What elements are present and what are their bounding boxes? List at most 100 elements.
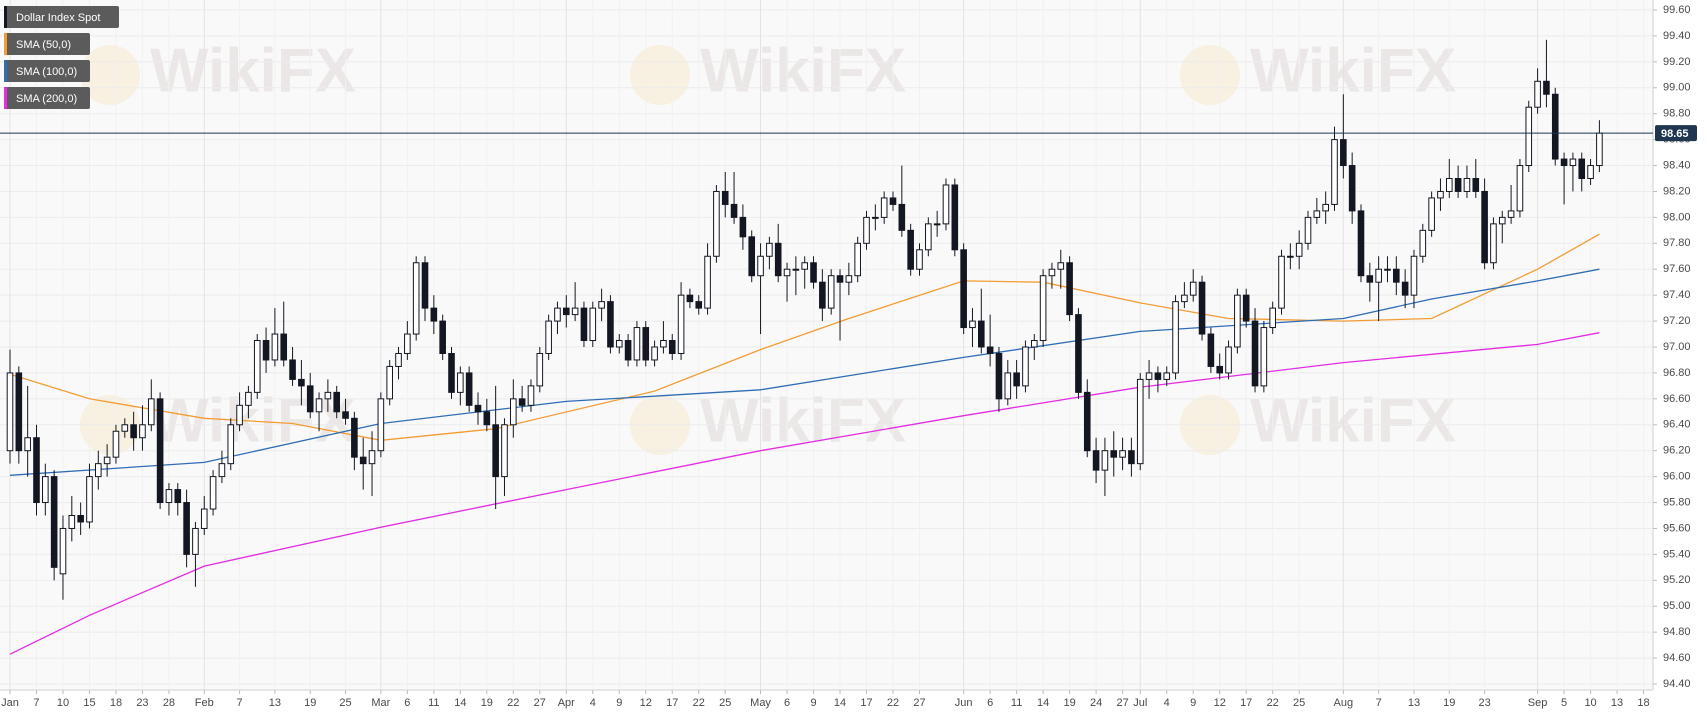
- y-tick-label: 98.20: [1663, 185, 1691, 197]
- candle-body: [351, 417, 358, 458]
- candle-body: [1445, 178, 1453, 192]
- candle-body: [1560, 158, 1568, 167]
- candle-body: [430, 307, 438, 322]
- candle-body: [50, 476, 58, 568]
- candle-body: [1534, 80, 1541, 108]
- candle-body: [412, 262, 420, 335]
- x-tick-label: 28: [163, 697, 175, 709]
- candle-body: [969, 320, 976, 329]
- candle-body: [536, 352, 544, 387]
- candle-body: [598, 301, 605, 309]
- y-tick-label: 95.60: [1663, 522, 1691, 534]
- candle-body: [1348, 165, 1356, 212]
- candle-body: [933, 223, 941, 226]
- x-tick-label: 18: [1637, 697, 1649, 709]
- y-tick-label: 96.60: [1663, 393, 1691, 405]
- x-tick-label: 6: [404, 697, 410, 709]
- candle-body: [1198, 281, 1206, 335]
- candle-body: [342, 411, 349, 419]
- y-tick-label: 98.40: [1663, 159, 1691, 171]
- candle-body: [571, 307, 579, 316]
- x-tick-label: 10: [1584, 697, 1596, 709]
- candle-body: [1410, 255, 1418, 296]
- x-tick-label: 22: [887, 697, 899, 709]
- candle-body: [819, 281, 826, 309]
- watermark-logo: [80, 45, 140, 105]
- candle-body: [1384, 268, 1391, 271]
- watermark: WikiFX: [1250, 36, 1456, 105]
- candle-body: [1119, 450, 1126, 458]
- x-tick-label: 15: [83, 697, 95, 709]
- candle-body: [33, 437, 40, 504]
- x-tick-label: 6: [784, 697, 790, 709]
- x-tick-label: 18: [110, 697, 122, 709]
- y-tick-label: 95.80: [1663, 496, 1691, 508]
- candle-body: [1128, 450, 1135, 465]
- legend-label: SMA (200,0): [16, 93, 77, 105]
- legend-swatch: [4, 87, 7, 109]
- candle-body: [192, 527, 199, 555]
- candle-body: [1393, 268, 1400, 283]
- candle-body: [298, 378, 305, 387]
- candle-body: [236, 404, 243, 426]
- candle-body: [1260, 327, 1268, 387]
- y-tick-label: 95.20: [1663, 574, 1691, 586]
- y-tick-label: 98.00: [1663, 211, 1691, 223]
- candle-body: [1419, 229, 1427, 257]
- candle-body: [1375, 268, 1382, 283]
- x-tick-label: 13: [1408, 697, 1420, 709]
- watermark: WikiFX: [1250, 386, 1456, 455]
- x-tick-label: 14: [834, 697, 846, 709]
- legend-box: [4, 6, 119, 28]
- x-tick-label: Feb: [195, 697, 214, 709]
- candle-body: [1216, 365, 1224, 374]
- candle-body: [306, 385, 314, 413]
- candle-body: [704, 255, 711, 309]
- x-tick-label: May: [750, 697, 771, 709]
- x-tick-label: 19: [1063, 697, 1075, 709]
- x-tick-label: 22: [1267, 697, 1279, 709]
- candle-body: [686, 294, 694, 303]
- y-tick-label: 99.00: [1663, 82, 1691, 94]
- x-tick-label: 4: [590, 697, 596, 709]
- candle-body: [827, 275, 835, 309]
- candle-body: [1207, 333, 1215, 367]
- candle-body: [1242, 294, 1250, 322]
- candle-body: [1569, 158, 1577, 167]
- candle-body: [960, 249, 967, 329]
- candle-body: [1463, 178, 1471, 192]
- candle-body: [165, 489, 173, 504]
- candle-body: [925, 223, 932, 251]
- x-tick-label: 12: [1214, 697, 1226, 709]
- candle-body: [1145, 372, 1153, 380]
- candle-body: [271, 333, 279, 361]
- legend: Dollar Index Spot SMA (50,0) SMA (100,0) SM…: [4, 6, 119, 109]
- candle-body: [730, 203, 738, 218]
- candle-body: [474, 404, 482, 413]
- x-tick-label: Jun: [955, 697, 973, 709]
- x-tick-label: 6: [987, 697, 993, 709]
- candle-body: [916, 249, 923, 270]
- candle-body: [854, 242, 861, 277]
- candle-body: [624, 340, 632, 361]
- candle-body: [209, 476, 217, 510]
- candle-body: [1234, 294, 1241, 348]
- candle-body: [483, 411, 491, 426]
- y-tick-label: 98.80: [1663, 108, 1691, 120]
- candle-body: [465, 372, 473, 406]
- candle-body: [253, 340, 261, 393]
- candle-body: [1313, 210, 1321, 218]
- x-tick-label: 14: [454, 697, 466, 709]
- x-tick-label: 7: [237, 697, 243, 709]
- candle-body: [1278, 255, 1285, 309]
- sma-line: [9, 332, 1600, 655]
- candle-body: [121, 424, 129, 432]
- candle-body: [1481, 190, 1488, 264]
- x-tick-label: Sep: [1528, 697, 1548, 709]
- watermark: WikiFX: [700, 36, 906, 105]
- candle-body: [1189, 281, 1197, 296]
- candle-body: [792, 268, 800, 271]
- candle-body: [978, 320, 985, 348]
- candle-body: [1578, 158, 1586, 180]
- candle-body: [1083, 391, 1091, 452]
